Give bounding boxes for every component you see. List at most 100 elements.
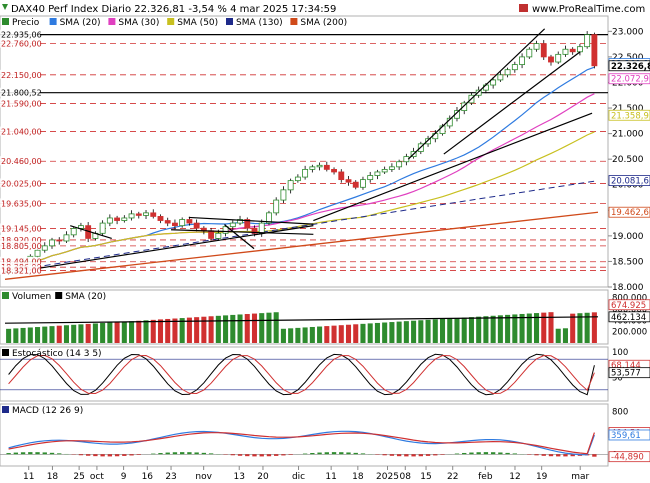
macd-histogram-bar: [389, 454, 395, 456]
x-tick-label: 18: [47, 472, 59, 482]
volume-bar: [273, 312, 279, 343]
price-badge-value: 22.072,92: [611, 75, 650, 85]
macd-histogram-bar: [353, 452, 358, 455]
volume-bar: [432, 319, 438, 343]
trendline: [188, 216, 314, 225]
level-label-bg: [0, 198, 40, 208]
volume-bar: [244, 314, 250, 343]
level-label: 22.150,00: [1, 71, 42, 80]
macd-badge-box: [608, 451, 650, 463]
price-panel[interactable]: [0, 15, 609, 288]
volume-bar: [505, 314, 511, 343]
macd-histogram-bar: [107, 454, 113, 457]
candle-body: [215, 232, 222, 239]
volume-bar: [114, 322, 120, 343]
legend-label: SMA (30): [118, 18, 159, 28]
candle-body: [70, 228, 77, 236]
candle-body: [222, 226, 229, 234]
level-label: 19.145,00: [1, 224, 42, 233]
macd-histogram-bar: [114, 454, 120, 457]
volume-bar: [324, 326, 330, 343]
macd-histogram-bar: [476, 452, 481, 455]
website-label: www.ProRealTime.com: [532, 4, 645, 15]
volume-bar: [512, 314, 518, 343]
volume-bar: [20, 327, 26, 343]
x-tick-label: feb: [478, 472, 493, 482]
level-label: 18.321,00: [1, 267, 42, 276]
price-tick-label: 20.500: [612, 155, 644, 165]
legend-swatch: [2, 18, 9, 25]
volume-bar: [107, 322, 113, 343]
price-gridlines: [0, 34, 608, 271]
candle-body: [63, 234, 70, 242]
x-tick-label: dic: [292, 472, 305, 482]
candle-body: [352, 181, 359, 188]
macd-histogram-bar: [208, 453, 214, 455]
legend-swatch: [2, 292, 9, 299]
price-badge-value: 22.326,81: [611, 62, 650, 72]
volume-bar: [13, 328, 19, 343]
macd-histogram-bar: [194, 452, 199, 455]
volume-bar: [570, 313, 576, 343]
volume-bar: [526, 313, 532, 343]
level-label-bg: [0, 240, 40, 250]
candle-body: [526, 48, 533, 58]
candle-body: [425, 138, 431, 145]
volume-bar: [461, 317, 467, 343]
candle-body: [548, 56, 554, 63]
x-tick-label: 11: [23, 472, 34, 482]
candle-body: [569, 48, 576, 53]
macd-badge-value: -44,890: [611, 453, 644, 463]
macd-histogram-bar: [512, 453, 518, 455]
volume-bar: [172, 318, 178, 343]
macd-histogram-bar: [411, 454, 416, 457]
candle-body: [562, 48, 569, 55]
candle-body: [150, 212, 157, 217]
volume-bar: [165, 318, 171, 343]
candle-body: [135, 213, 142, 216]
volume-badge-box: [608, 299, 650, 311]
candle-body: [302, 168, 309, 178]
candle-body: [251, 227, 258, 234]
candle-body: [56, 239, 63, 242]
volume-bar: [215, 315, 221, 343]
x-tick-label: 16: [142, 472, 154, 482]
x-tick-label: 18: [352, 472, 364, 482]
volume-bar: [78, 324, 84, 343]
header-arrow-icon[interactable]: [2, 4, 8, 10]
level-label: 21.800,52: [1, 89, 42, 98]
volume-bar: [389, 322, 395, 343]
legend-swatch: [2, 406, 9, 413]
legend-label: SMA (20): [65, 292, 106, 302]
candle-body: [360, 179, 366, 188]
candle-body: [266, 212, 272, 224]
macd-histogram-bar: [129, 454, 134, 456]
level-label-bg: [0, 69, 40, 79]
macd-histogram-bar: [6, 453, 11, 455]
macd-panel[interactable]: [0, 403, 609, 467]
volume-bar: [237, 314, 243, 343]
macd-histogram-bar: [20, 452, 26, 455]
macd-histogram-bar: [85, 454, 91, 456]
macd-histogram-bar: [78, 454, 84, 456]
stochastic-panel[interactable]: [0, 346, 609, 402]
stoch-tick-label: 50: [612, 374, 623, 384]
x-tick-label: 2025: [376, 472, 399, 482]
candle-body: [179, 219, 186, 227]
macd-histogram-bar: [100, 454, 105, 457]
macd-histogram-bar: [93, 454, 98, 457]
macd-histogram-bar: [339, 452, 344, 455]
candle-body: [591, 34, 598, 67]
macd-histogram-bar: [324, 452, 329, 455]
legend-label: Estocástico (14 3 5): [12, 349, 102, 359]
volume-bar: [6, 328, 12, 343]
trendline: [70, 225, 112, 239]
volume-badge-value: 462.134: [611, 313, 646, 323]
volume-bar: [418, 320, 424, 343]
candle-body: [576, 46, 583, 53]
macd-signal-line: [8, 432, 595, 455]
level-label: 21.590,00: [1, 99, 42, 108]
candle-body: [99, 222, 106, 234]
volume-bar: [345, 324, 352, 343]
